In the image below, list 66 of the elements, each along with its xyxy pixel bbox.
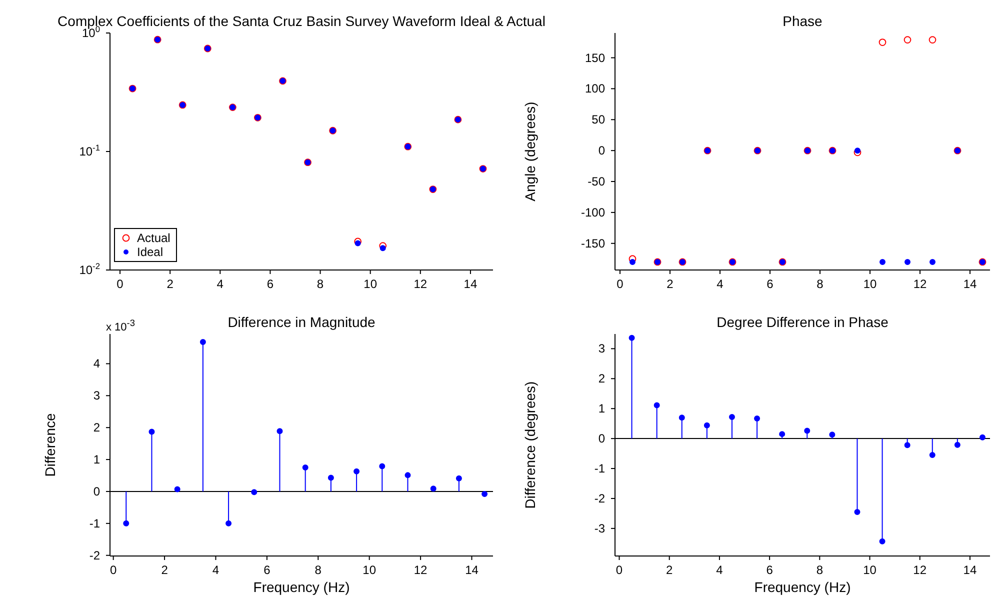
x-tick-label: 10 <box>863 563 877 577</box>
y-axis-title: Difference <box>42 413 58 477</box>
y-tick-label: 10$^{-1}$ <box>79 142 100 158</box>
x-tick-label: 4 <box>212 563 220 577</box>
y-tick-label: 2 <box>93 420 100 435</box>
y-tick-label: -2 <box>594 491 606 506</box>
x-tick-label: 8 <box>816 277 824 291</box>
x-tick-label: 0 <box>110 563 117 577</box>
x-tick-label: 6 <box>766 563 774 577</box>
x-tick-label: 8 <box>316 277 324 291</box>
chart-title: Difference in Magnitude <box>228 314 376 330</box>
x-tick-label: 6 <box>766 277 774 291</box>
x-tick-label: 8 <box>816 563 824 577</box>
y-tick-label: 3 <box>93 388 100 403</box>
y-tick-label: 1 <box>93 452 100 467</box>
x-tick-label: 2 <box>666 277 674 291</box>
y-tick-label: 0 <box>598 432 606 446</box>
x-tick-label: 0 <box>616 563 623 577</box>
x-tick-label: 4 <box>716 563 724 577</box>
text: x 10$^{-3}$ <box>106 318 135 334</box>
x-tick-label: 12 <box>913 277 927 291</box>
x-tick-label: 10 <box>364 277 378 291</box>
y-tick-label: 100 <box>584 82 606 96</box>
y-tick-label: -100 <box>580 205 606 220</box>
x-tick-label: 14 <box>464 277 478 291</box>
x-axis-title: Frequency (Hz) <box>253 579 350 595</box>
x-tick-label: 6 <box>264 563 271 577</box>
x-tick-label: 4 <box>216 277 224 291</box>
y-tick-label: 0 <box>93 484 100 498</box>
x-tick-label: 14 <box>963 277 977 291</box>
x-tick-label: 14 <box>963 563 977 577</box>
chart-title: Degree Difference in Phase <box>716 314 888 330</box>
x-tick-label: 2 <box>166 277 174 291</box>
x-tick-label: 0 <box>616 277 624 291</box>
x-tick-label: 2 <box>161 563 168 577</box>
y-tick-label: -50 <box>588 174 606 189</box>
x-axis-title: Frequency (Hz) <box>754 579 851 595</box>
y-tick-label: 10$^{-2}$ <box>79 261 100 277</box>
x-tick-label: 14 <box>465 563 479 577</box>
x-tick-label: 6 <box>266 277 274 291</box>
x-tick-label: 10 <box>863 277 877 291</box>
y-tick-label: -150 <box>580 236 606 250</box>
y-tick-label: -2 <box>89 548 100 562</box>
x-tick-label: 12 <box>414 563 428 577</box>
y-tick-label: 1 <box>598 402 606 416</box>
x-tick-label: 0 <box>116 277 124 291</box>
y-tick-label: -1 <box>594 462 606 476</box>
chart-title: Phase <box>782 13 822 29</box>
y-tick-label: 50 <box>592 112 606 127</box>
y-axis-title: Angle (degrees) <box>522 102 538 202</box>
y-tick-label: 0 <box>598 144 606 158</box>
x-tick-label: 8 <box>314 563 322 577</box>
x-tick-label: 2 <box>666 563 674 577</box>
y-tick-label: 150 <box>584 50 606 65</box>
y-tick-label: 2 <box>598 372 606 386</box>
legend-label: Actual <box>137 231 170 245</box>
y-axis-title: Difference (degrees) <box>522 381 538 509</box>
x-tick-label: 12 <box>913 563 927 577</box>
x-tick-label: 4 <box>716 277 724 291</box>
y-tick-label: -1 <box>89 516 100 530</box>
y-tick-label: -3 <box>594 521 606 536</box>
legend-label: Ideal <box>137 245 164 259</box>
x-tick-label: 12 <box>414 277 428 291</box>
x-tick-label: 10 <box>362 563 376 577</box>
y-tick-label: 4 <box>93 356 100 371</box>
y-tick-label: 3 <box>598 342 606 356</box>
